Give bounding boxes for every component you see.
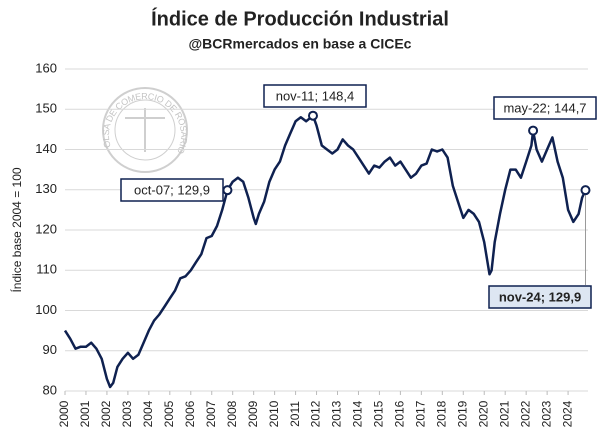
x-tick-label: 2000 [57, 400, 71, 427]
x-tick-label: 2002 [99, 400, 113, 427]
y-tick-label: 130 [35, 181, 57, 196]
y-tick-label: 110 [36, 262, 57, 277]
chart-subtitle: @BCRmercados en base a CICEc [189, 36, 412, 52]
point-marker [528, 125, 539, 136]
x-tick-label: 2017 [414, 400, 428, 427]
x-tick-label: 2020 [476, 400, 490, 427]
label-box [493, 96, 597, 120]
data-label: nov-24; 129,9 [499, 289, 581, 304]
x-tick-label: 2008 [225, 400, 239, 427]
x-tick-label: 2006 [183, 400, 197, 427]
x-tick-label: 2023 [539, 400, 553, 427]
x-tick-label: 2021 [497, 400, 511, 427]
x-tick-label: 2007 [204, 400, 218, 427]
x-tick-label: 2009 [246, 400, 260, 427]
x-tick-label: 2011 [288, 401, 302, 427]
data-label: nov-11; 148,4 [276, 88, 355, 103]
point-marker [307, 110, 318, 121]
point-marker [580, 185, 591, 196]
y-tick-label: 160 [35, 60, 57, 75]
label-box [488, 285, 592, 309]
y-tick-label: 120 [35, 221, 57, 236]
point-marker [222, 185, 233, 196]
y-axis-label: Índice base 2004 = 100 [9, 167, 24, 292]
x-tick-label: 2004 [141, 400, 155, 427]
x-tick-label: 2014 [351, 400, 365, 427]
x-tick-label: 2024 [560, 400, 574, 427]
x-tick-label: 2019 [455, 400, 469, 427]
x-tick-label: 2012 [309, 400, 323, 427]
x-tick-label: 2013 [330, 400, 344, 427]
chart-title: Índice de Producción Industrial [151, 7, 449, 30]
x-tick-label: 2003 [120, 400, 134, 427]
x-tick-label: 2016 [393, 400, 407, 427]
y-tick-label: 140 [35, 141, 57, 156]
x-tick-label: 2005 [162, 400, 176, 427]
data-label: oct-07; 129,9 [134, 182, 210, 197]
x-tick-label: 2018 [434, 400, 448, 427]
x-tick-label: 2001 [78, 400, 92, 427]
x-tick-label: 2010 [267, 400, 281, 427]
logo-ring [102, 87, 188, 173]
logo-inner-ring [114, 99, 176, 161]
y-tick-label: 150 [35, 101, 57, 116]
y-tick-label: 80 [43, 382, 57, 397]
data-label: may-22; 144,7 [503, 100, 586, 115]
label-box [263, 84, 367, 108]
y-tick-label: 100 [35, 302, 57, 317]
x-tick-label: 2022 [518, 400, 532, 427]
x-tick-label: 2015 [372, 400, 386, 427]
y-tick-label: 90 [43, 342, 57, 357]
data-line [63, 114, 587, 389]
